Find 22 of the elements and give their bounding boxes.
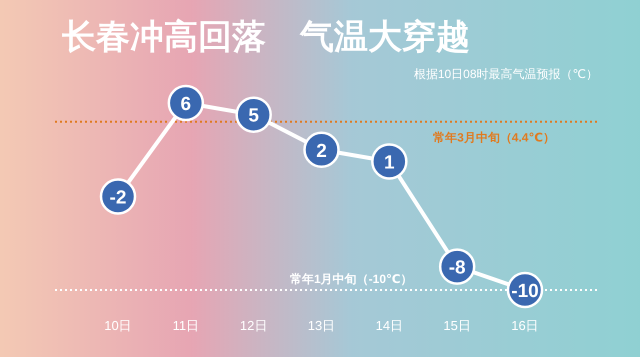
point — [235, 96, 272, 133]
data-label: 5 — [248, 106, 260, 127]
ref-line-label: 常年3月中旬（4.4℃） — [433, 130, 555, 145]
point — [168, 84, 204, 122]
x-tick-label: 12日 — [240, 318, 268, 333]
x-tick-label: 10日 — [104, 318, 132, 333]
chart-subtitle: 根据10日08时最高气温预报（℃） — [414, 67, 598, 81]
point — [371, 143, 408, 180]
point — [303, 132, 340, 168]
x-tick-label: 11日 — [172, 318, 200, 333]
x-tick-label: 13日 — [308, 318, 336, 333]
x-tick-label: 15日 — [443, 318, 471, 333]
x-tick-label: 14日 — [376, 318, 404, 333]
data-label: -8 — [448, 258, 466, 279]
data-label: -2 — [110, 188, 126, 208]
ref-line-label: 常年1月中旬（-10℃） — [290, 272, 413, 286]
x-tick-label: 16日 — [511, 318, 539, 333]
data-label: 6 — [180, 94, 192, 115]
data-label: 2 — [316, 140, 327, 162]
data-label: 1 — [384, 152, 396, 174]
chart-title: 长春冲高回落 气温大穿越 — [61, 18, 470, 56]
data-label: -10 — [511, 281, 539, 302]
